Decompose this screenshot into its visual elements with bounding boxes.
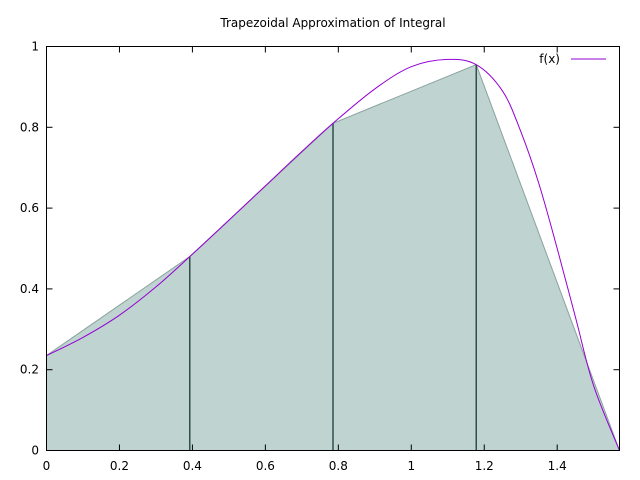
curve-layer [46, 58, 620, 451]
plot-frame [46, 46, 620, 451]
x-tick-label: 1.4 [548, 459, 567, 473]
y-tick-label: 1 [31, 40, 39, 54]
x-tick-label: 0.4 [183, 459, 202, 473]
x-tick-label: 0.2 [110, 459, 129, 473]
y-tick-label: 0.6 [20, 201, 39, 215]
y-tick-label: 0 [31, 444, 39, 458]
axis-ticks: 0 0.2 0.4 0.6 0.8 1 1.2 1.4 0 0.2 0.4 0.6 0.8 1 [20, 40, 620, 473]
legend-label: f(x) [539, 52, 560, 66]
series-line [46, 58, 620, 451]
y-tick-label: 0.4 [20, 282, 39, 296]
x-tick-label: 1.2 [475, 459, 494, 473]
y-tick-label: 0.8 [20, 120, 39, 134]
y-tick-label: 0.2 [20, 363, 39, 377]
x-tick-label: 0.8 [329, 459, 348, 473]
chart-title: Trapezoidal Approximation of Integral [219, 16, 445, 30]
x-tick-label: 1 [407, 459, 415, 473]
trapezoid-area [46, 64, 620, 451]
legend: f(x) [539, 52, 606, 66]
x-tick-label: 0.6 [256, 459, 275, 473]
x-tick-label: 0 [43, 459, 51, 473]
